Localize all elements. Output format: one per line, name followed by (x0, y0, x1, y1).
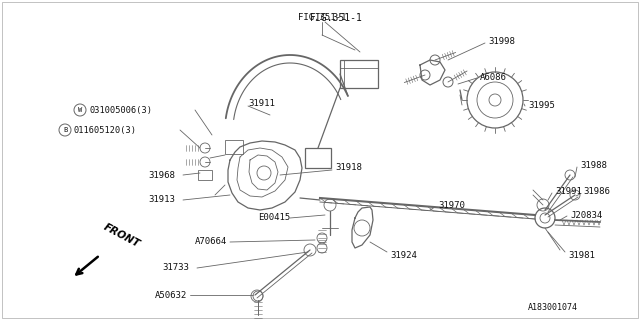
Text: 31733: 31733 (162, 262, 189, 271)
Text: 31913: 31913 (148, 196, 175, 204)
Text: 011605120(3): 011605120(3) (74, 125, 137, 134)
Text: 31981: 31981 (568, 251, 595, 260)
Text: 31970: 31970 (438, 201, 465, 210)
Text: 31995: 31995 (528, 100, 555, 109)
Text: A70664: A70664 (195, 237, 227, 246)
Text: A50632: A50632 (155, 291, 188, 300)
Text: 31968: 31968 (148, 171, 175, 180)
Text: W: W (78, 107, 82, 113)
Text: 31986: 31986 (583, 188, 610, 196)
Bar (225, 140, 243, 154)
Text: 031005006(3): 031005006(3) (89, 106, 152, 115)
Text: 31911: 31911 (248, 99, 275, 108)
Text: A6086: A6086 (480, 74, 507, 83)
Text: 31998: 31998 (488, 37, 515, 46)
Text: FIG.351-1: FIG.351-1 (298, 13, 346, 22)
Text: 31988: 31988 (580, 161, 607, 170)
Text: 31924: 31924 (390, 251, 417, 260)
Bar (340, 60, 378, 88)
Text: 31991: 31991 (555, 188, 582, 196)
Bar (198, 170, 212, 180)
Text: 31918: 31918 (335, 164, 362, 172)
Text: B: B (63, 127, 67, 133)
Text: FRONT: FRONT (102, 221, 142, 249)
Text: E00415: E00415 (258, 213, 291, 222)
Text: FIG.351-1: FIG.351-1 (310, 13, 363, 23)
Bar (305, 148, 331, 168)
Text: A183001074: A183001074 (528, 302, 578, 311)
Text: J20834: J20834 (570, 211, 602, 220)
